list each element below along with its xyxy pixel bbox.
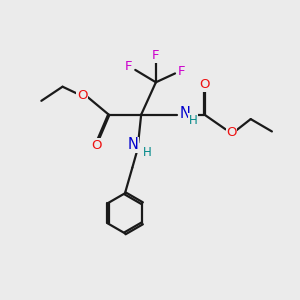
Text: O: O bbox=[92, 139, 102, 152]
Text: F: F bbox=[152, 49, 160, 62]
Text: F: F bbox=[178, 65, 185, 78]
Text: F: F bbox=[125, 60, 133, 73]
Text: N: N bbox=[128, 137, 138, 152]
Text: H: H bbox=[143, 146, 152, 159]
Text: N: N bbox=[180, 106, 191, 121]
Text: O: O bbox=[77, 89, 88, 102]
Text: O: O bbox=[199, 78, 210, 91]
Text: H: H bbox=[189, 114, 197, 127]
Text: O: O bbox=[226, 126, 237, 139]
